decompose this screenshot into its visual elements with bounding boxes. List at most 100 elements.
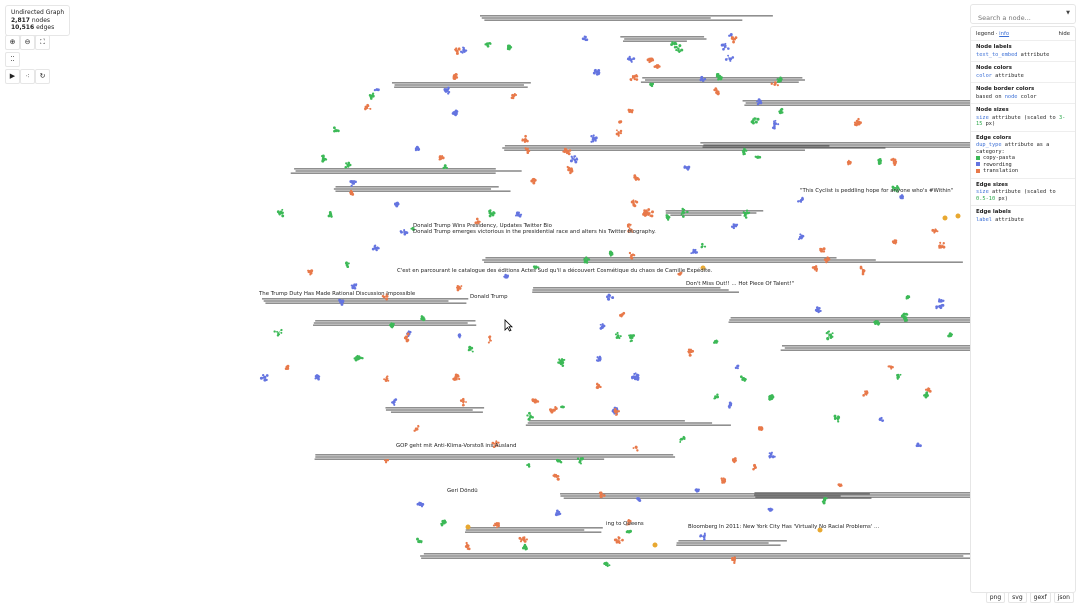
node[interactable] — [395, 204, 399, 208]
node[interactable] — [584, 35, 587, 39]
info-link[interactable]: info — [999, 31, 1010, 37]
node[interactable] — [637, 497, 641, 500]
node-cluster[interactable] — [853, 117, 862, 127]
node[interactable] — [731, 559, 734, 562]
node-label[interactable]: The Trump Duty Has Made Rational Discuss… — [259, 291, 416, 297]
node-cluster[interactable] — [900, 312, 909, 322]
node[interactable] — [475, 217, 479, 221]
node[interactable] — [462, 46, 465, 49]
node[interactable] — [558, 510, 561, 513]
node[interactable] — [524, 540, 527, 543]
node[interactable] — [446, 89, 449, 92]
node[interactable] — [389, 324, 393, 328]
node[interactable] — [455, 51, 459, 55]
node-cluster[interactable] — [687, 348, 695, 357]
node[interactable] — [615, 414, 618, 416]
node[interactable] — [773, 455, 776, 458]
node-cluster[interactable] — [754, 155, 762, 160]
node-cluster[interactable] — [467, 345, 474, 353]
node[interactable] — [759, 99, 762, 103]
node-cluster[interactable] — [456, 284, 463, 292]
node[interactable] — [688, 353, 692, 357]
node-cluster[interactable] — [649, 82, 654, 88]
node[interactable] — [732, 40, 735, 44]
node-cluster[interactable] — [383, 375, 390, 383]
node[interactable] — [532, 178, 536, 181]
node-label[interactable]: Donald Trump — [470, 294, 508, 300]
node[interactable] — [724, 58, 728, 61]
node[interactable] — [575, 157, 578, 160]
node-cluster[interactable] — [776, 76, 783, 83]
node-cluster[interactable] — [484, 41, 492, 48]
node[interactable] — [385, 295, 389, 298]
node[interactable] — [815, 306, 819, 309]
node[interactable] — [385, 376, 388, 379]
node[interactable] — [461, 397, 465, 401]
node[interactable] — [561, 360, 565, 364]
node[interactable] — [527, 418, 530, 421]
node-cluster[interactable] — [562, 147, 572, 156]
node[interactable] — [594, 139, 597, 142]
node[interactable] — [727, 54, 729, 57]
node[interactable] — [460, 285, 463, 287]
node-cluster[interactable] — [420, 315, 426, 322]
node[interactable] — [557, 459, 561, 463]
node[interactable] — [616, 410, 619, 413]
node[interactable] — [317, 377, 320, 381]
node[interactable] — [526, 414, 529, 417]
node[interactable] — [647, 213, 650, 216]
node[interactable] — [630, 254, 633, 257]
node[interactable] — [537, 266, 540, 269]
node[interactable] — [703, 534, 706, 537]
node[interactable] — [902, 313, 905, 316]
node[interactable] — [890, 158, 893, 161]
node[interactable] — [592, 134, 595, 137]
node[interactable] — [491, 441, 495, 445]
node[interactable] — [491, 213, 495, 217]
node[interactable] — [815, 267, 818, 270]
node[interactable] — [635, 375, 639, 378]
node[interactable] — [265, 374, 269, 377]
node-search[interactable]: ▼ — [970, 4, 1076, 24]
node-cluster[interactable] — [680, 207, 689, 218]
node[interactable] — [281, 214, 285, 218]
node[interactable] — [679, 441, 682, 443]
node[interactable] — [942, 245, 946, 249]
node-cluster[interactable] — [896, 373, 902, 380]
node[interactable] — [495, 526, 498, 529]
hide-legend-button[interactable]: hide — [1058, 31, 1070, 37]
node[interactable] — [682, 436, 686, 440]
node[interactable] — [599, 495, 603, 499]
node[interactable] — [374, 244, 377, 247]
node-cluster[interactable] — [307, 269, 314, 276]
node[interactable] — [700, 245, 703, 248]
node[interactable] — [626, 58, 630, 61]
node[interactable] — [862, 269, 866, 273]
node[interactable] — [923, 394, 926, 397]
node-cluster[interactable] — [320, 154, 328, 163]
node[interactable] — [489, 339, 492, 342]
node-cluster[interactable] — [768, 394, 775, 401]
node[interactable] — [878, 160, 881, 163]
node[interactable] — [799, 236, 803, 239]
node[interactable] — [492, 211, 495, 214]
node[interactable] — [745, 209, 749, 212]
node-cluster[interactable] — [614, 331, 622, 340]
node-cluster[interactable] — [454, 47, 461, 55]
node-cluster[interactable] — [524, 147, 531, 155]
node-cluster[interactable] — [510, 92, 518, 100]
node[interactable] — [606, 564, 609, 568]
node[interactable] — [730, 225, 734, 228]
node-cluster[interactable] — [757, 426, 764, 432]
node[interactable] — [456, 375, 460, 378]
node[interactable] — [646, 212, 648, 215]
node[interactable] — [667, 216, 671, 219]
node[interactable] — [453, 111, 457, 115]
node[interactable] — [727, 47, 730, 50]
export-json-button[interactable]: json — [1053, 592, 1074, 603]
node[interactable] — [345, 261, 348, 265]
node-cluster[interactable] — [727, 401, 733, 409]
node[interactable] — [926, 389, 930, 392]
node[interactable] — [286, 366, 289, 368]
node[interactable] — [890, 367, 893, 370]
